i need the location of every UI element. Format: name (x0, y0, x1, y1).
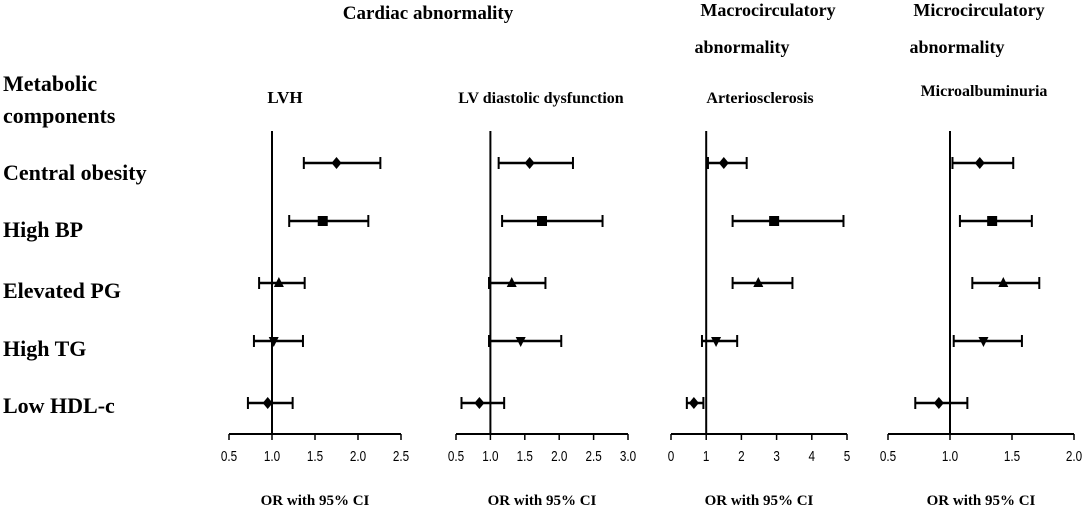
metabolic-header-line2: components (3, 103, 116, 128)
x-axis-label: OR with 95% CI (927, 493, 1036, 509)
or-point-marker (273, 277, 284, 287)
panel-title: LVH (267, 88, 302, 107)
forest-panel-1: LVH 0.5 1.0 1.5 2.0 2.5 OR with 95% CI (221, 88, 409, 509)
group-title-macro-line2: abnormality (694, 37, 789, 57)
row-label-high-tg: High TG (3, 336, 86, 361)
row-label-central-obesity: Central obesity (3, 160, 147, 185)
or-point-marker (718, 157, 729, 169)
group-title-macro-line1: Macrocirculatory (700, 0, 835, 20)
group-title-micro-line2: abnormality (909, 37, 1004, 57)
or-point-marker (268, 337, 279, 347)
or-point-marker (711, 337, 722, 347)
x-tick-label: 1.0 (942, 448, 958, 465)
x-tick-label: 4 (809, 448, 816, 465)
or-point-marker (317, 216, 328, 226)
forest-panel-3: Arteriosclerosis 0 1 2 3 4 5 OR with 95% CI (668, 90, 851, 509)
x-tick-label: 1.0 (264, 448, 280, 465)
row-label-low-hdl-c: Low HDL-c (3, 393, 115, 418)
x-axis-label: OR with 95% CI (705, 493, 814, 509)
group-title-cardiac: Cardiac abnormality (343, 3, 514, 24)
panel-title: Arteriosclerosis (706, 90, 813, 107)
x-tick-label: 0.5 (448, 448, 464, 465)
x-tick-label: 1 (703, 448, 710, 465)
x-tick-label: 0.5 (221, 448, 237, 465)
or-point-marker (978, 337, 989, 347)
x-tick-label: 2 (738, 448, 745, 465)
or-point-marker (331, 157, 342, 169)
x-axis-label: OR with 95% CI (488, 493, 597, 509)
or-point-marker (537, 216, 547, 226)
or-point-marker (974, 157, 985, 169)
x-tick-label: 3 (773, 448, 780, 465)
or-point-marker (769, 216, 780, 226)
group-title-micro-line1: Microcirculatory (913, 0, 1044, 20)
x-tick-label: 2.0 (350, 448, 366, 465)
forest-panel-4: Microalbuminuria 0.5 1.0 1.5 2.0 OR with 95% … (880, 83, 1082, 509)
panel-title: Microalbuminuria (921, 83, 1048, 100)
or-point-marker (753, 277, 764, 287)
x-tick-label: 2.0 (551, 448, 567, 465)
panel-title: LV diastolic dysfunction (458, 90, 623, 107)
x-tick-label: 5 (844, 448, 851, 465)
or-point-marker (933, 397, 944, 409)
row-label-elevated-pg: Elevated PG (3, 278, 121, 303)
x-tick-label: 2.5 (393, 448, 409, 465)
row-label-high-bp: High BP (3, 217, 83, 242)
metabolic-header-line1: Metabolic (3, 71, 97, 96)
or-point-marker (524, 157, 535, 169)
x-tick-label: 0 (668, 448, 675, 465)
or-point-marker (688, 397, 699, 409)
x-tick-label: 2.5 (585, 448, 601, 465)
or-point-marker (987, 216, 998, 226)
x-axis-label: OR with 95% CI (261, 493, 370, 509)
or-point-marker (474, 397, 485, 409)
x-tick-label: 2.0 (1066, 448, 1082, 465)
x-tick-label: 1.5 (517, 448, 533, 465)
x-tick-label: 0.5 (880, 448, 896, 465)
forest-panel-2: LV diastolic dysfunction 0.5 1.0 1.5 2.0 2.5 3… (448, 90, 636, 509)
x-tick-label: 1.5 (1004, 448, 1020, 465)
x-tick-label: 3.0 (620, 448, 636, 465)
or-point-marker (262, 397, 273, 409)
or-point-marker (506, 277, 517, 287)
x-tick-label: 1.0 (482, 448, 498, 465)
or-point-marker (998, 277, 1009, 287)
or-point-marker (515, 337, 526, 347)
x-tick-label: 1.5 (307, 448, 323, 465)
